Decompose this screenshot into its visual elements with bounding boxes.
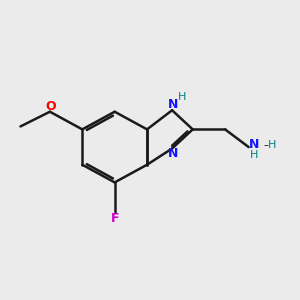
Text: F: F <box>110 212 119 225</box>
Text: N: N <box>167 98 178 111</box>
Text: H: H <box>268 140 276 150</box>
Text: –: – <box>263 140 268 150</box>
Text: H: H <box>178 92 187 102</box>
Text: N: N <box>249 138 259 151</box>
Text: H: H <box>250 150 258 160</box>
Text: N: N <box>167 147 178 160</box>
Text: O: O <box>45 100 56 113</box>
